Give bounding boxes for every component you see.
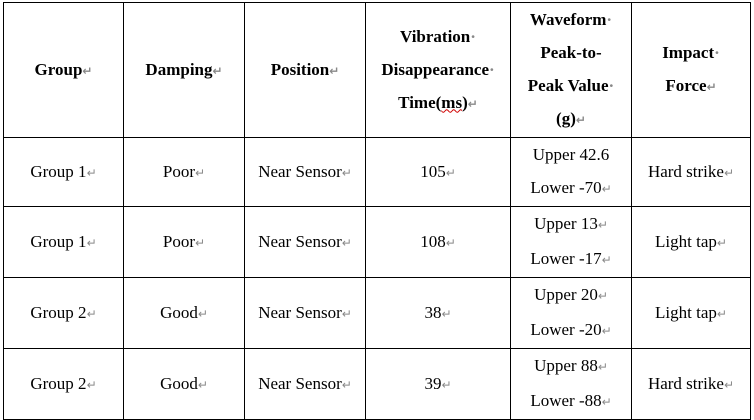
results-table: Group↵ Damping↵ Position↵ Vibration· Dis…: [3, 2, 751, 420]
cell-force: Light tap↵: [631, 277, 751, 349]
cell-group: Group 1↵: [3, 206, 124, 278]
cell-damping: Poor↵: [123, 206, 245, 278]
cell-group: Group 1↵: [3, 137, 124, 207]
cell-position: Near Sensor↵: [244, 277, 366, 349]
header-group: Group↵: [3, 2, 124, 138]
table-row: Group 2↵ Good↵ Near Sensor↵ 38↵ Upper 20…: [3, 277, 751, 349]
table-row: Group 1↵ Poor↵ Near Sensor↵ 105↵ Upper 4…: [3, 137, 751, 207]
cell-time: 108↵: [365, 206, 511, 278]
table-header-row: Group↵ Damping↵ Position↵ Vibration· Dis…: [3, 2, 751, 138]
cell-force: Light tap↵: [631, 206, 751, 278]
cell-time: 38↵: [365, 277, 511, 349]
cell-group: Group 2↵: [3, 277, 124, 349]
table-row: Group 2↵ Good↵ Near Sensor↵ 39↵ Upper 88…: [3, 348, 751, 420]
header-impact-force: Impact· Force↵: [631, 2, 751, 138]
header-waveform-peak: Waveform· Peak-to- Peak Value· (g)↵: [510, 2, 632, 138]
cell-peak: Upper 20↵ Lower -20↵: [510, 277, 632, 349]
cell-time: 105↵: [365, 137, 511, 207]
cell-position: Near Sensor↵: [244, 206, 366, 278]
cell-force: Hard strike↵: [631, 137, 751, 207]
cell-force: Hard strike↵: [631, 348, 751, 420]
header-damping: Damping↵: [123, 2, 245, 138]
cell-damping: Poor↵: [123, 137, 245, 207]
cell-time: 39↵: [365, 348, 511, 420]
header-vibration-time: Vibration· Disappearance· Time(ms)↵: [365, 2, 511, 138]
cell-group: Group 2↵: [3, 348, 124, 420]
cell-damping: Good↵: [123, 277, 245, 349]
cell-position: Near Sensor↵: [244, 348, 366, 420]
cell-position: Near Sensor↵: [244, 137, 366, 207]
cell-peak: Upper 42.6 Lower -70↵: [510, 137, 632, 207]
cell-peak: Upper 88↵ Lower -88↵: [510, 348, 632, 420]
table-row: Group 1↵ Poor↵ Near Sensor↵ 108↵ Upper 1…: [3, 206, 751, 278]
document-page: Group↵ Damping↵ Position↵ Vibration· Dis…: [3, 2, 751, 420]
header-position: Position↵: [244, 2, 366, 138]
cell-damping: Good↵: [123, 348, 245, 420]
cell-peak: Upper 13↵ Lower -17↵: [510, 206, 632, 278]
